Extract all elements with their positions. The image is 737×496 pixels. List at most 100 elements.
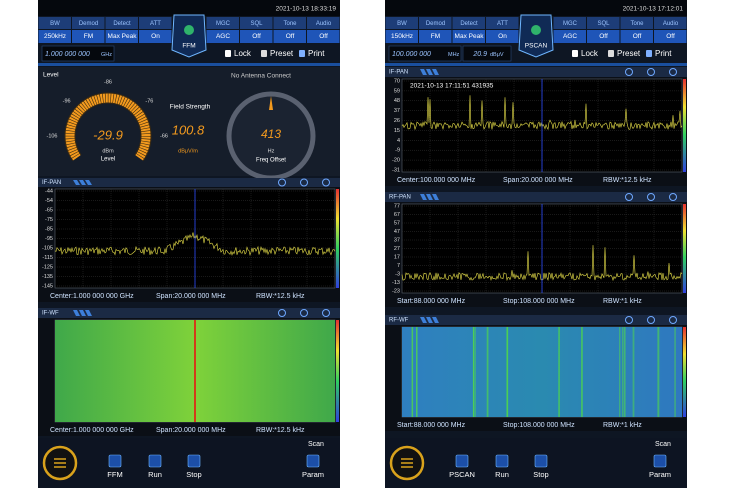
y-tick-label: -95: [45, 236, 53, 242]
gauge-tick-label: -106: [46, 133, 57, 139]
param-value-bg[interactable]: [620, 30, 654, 43]
panel-footer: [385, 295, 687, 307]
panel-icon[interactable]: [625, 193, 633, 201]
param-value-bg[interactable]: [486, 30, 519, 43]
level-value: -29.9: [93, 127, 123, 142]
waterfall-signal: [474, 327, 476, 417]
param-value-bg[interactable]: [587, 30, 620, 43]
panel-icon[interactable]: [647, 316, 655, 324]
panel-icon[interactable]: [278, 178, 286, 187]
panel-icon[interactable]: [625, 68, 633, 76]
y-tick-label: -9: [395, 148, 400, 154]
param-value: Off: [666, 33, 675, 40]
waterfall-signal: [486, 327, 489, 417]
toolbar-button: Preset: [270, 49, 294, 58]
toolbar-button: Lock: [581, 49, 599, 58]
footer-text: RBW:*1 kHz: [603, 298, 642, 305]
param-label: MGC: [563, 21, 578, 27]
bottom-button-label: PSCAN: [449, 470, 475, 479]
param-label-bg: [105, 17, 138, 29]
bottom-button-icon[interactable]: [653, 454, 667, 468]
waterfall-signal: [506, 327, 509, 417]
panel-icon[interactable]: [669, 316, 677, 324]
param-label-bg: [72, 17, 105, 29]
color-scale: [683, 327, 686, 417]
y-tick-label: -135: [42, 274, 53, 280]
y-tick-label: -75: [45, 217, 53, 223]
param-value: AGC: [216, 33, 230, 40]
panel-icon[interactable]: [669, 68, 677, 76]
bottom-button-icon[interactable]: [306, 454, 320, 468]
param-label-bg: [240, 17, 273, 29]
bottom-button-icon[interactable]: [148, 454, 162, 468]
footer-text: Span:20.000 000 MHz: [156, 293, 226, 300]
param-label-bg: [206, 17, 239, 29]
param-value-bg[interactable]: [553, 30, 587, 43]
y-tick-label: -44: [45, 188, 53, 194]
bottom-button-icon[interactable]: [108, 454, 122, 468]
panel-icon[interactable]: [647, 68, 655, 76]
panel-icon[interactable]: [300, 178, 308, 187]
param-value-bg[interactable]: [452, 30, 486, 43]
param-value-bg[interactable]: [307, 30, 340, 43]
toolbar-icon[interactable]: [608, 50, 614, 57]
mode-badge[interactable]: [171, 14, 207, 58]
panel-icon[interactable]: [647, 193, 655, 201]
bottom-button-label: Run: [495, 470, 509, 479]
footer-text: Stop:108.000 000 MHz: [503, 298, 575, 305]
toolbar-icon[interactable]: [646, 50, 652, 57]
mode-badge[interactable]: [518, 14, 554, 58]
param-value: FM: [431, 33, 440, 40]
param-label-bg: [385, 17, 418, 29]
param-value-bg[interactable]: [38, 30, 72, 43]
bottom-button-icon[interactable]: [455, 454, 469, 468]
bottom-button-icon[interactable]: [495, 454, 509, 468]
param-value-bg[interactable]: [273, 30, 307, 43]
y-tick-label: -105: [42, 245, 53, 251]
y-tick-label: 57: [394, 220, 400, 226]
param-label: ATT: [497, 21, 508, 27]
bottom-button-icon[interactable]: [187, 454, 201, 468]
offset-label: Freq Offset: [256, 158, 286, 164]
panel-title: IF-PAN: [42, 180, 61, 186]
param-value-bg[interactable]: [72, 30, 105, 43]
footer-text: Center:1.000 000 000 GHz: [50, 293, 134, 300]
panel-icon[interactable]: [625, 316, 633, 324]
panel-icon[interactable]: [669, 193, 677, 201]
param-value-bg[interactable]: [385, 30, 419, 43]
y-tick-label: 37: [394, 108, 400, 114]
gauge-tick-label: -86: [104, 79, 112, 85]
panel-title: IF-WF: [42, 311, 59, 317]
frequency-unit: GHz: [101, 52, 112, 58]
panel-header: [38, 308, 340, 318]
param-value-bg[interactable]: [139, 30, 172, 43]
panel-icon[interactable]: [322, 309, 330, 317]
panel-icon[interactable]: [278, 309, 286, 317]
toolbar-icon[interactable]: [299, 50, 305, 57]
param-value: FM: [84, 33, 93, 40]
param-label: Tone: [630, 21, 644, 27]
frequency-box[interactable]: [388, 45, 462, 62]
level-unit: dBm: [102, 148, 114, 154]
param-value-bg[interactable]: [419, 30, 452, 43]
param-value-bg[interactable]: [240, 30, 273, 43]
field-strength-unit: dBμV/m: [178, 148, 198, 154]
panel-icon[interactable]: [300, 309, 308, 317]
waterfall: [402, 327, 682, 417]
frequency-box[interactable]: [41, 45, 115, 62]
param-label: Audio: [663, 21, 679, 27]
toolbar-icon[interactable]: [261, 50, 267, 57]
param-value-bg[interactable]: [206, 30, 240, 43]
bottom-button-label: Run: [148, 470, 162, 479]
y-tick-label: 15: [394, 128, 400, 134]
header-stripes: [73, 180, 92, 185]
panel-icon[interactable]: [322, 178, 330, 187]
param-value-bg[interactable]: [654, 30, 687, 43]
toolbar-icon[interactable]: [225, 50, 231, 57]
y-tick-label: -31: [392, 167, 400, 173]
param-value-bg[interactable]: [105, 30, 139, 43]
header-stripes: [73, 310, 92, 316]
bottom-button-icon[interactable]: [534, 454, 548, 468]
toolbar-icon[interactable]: [572, 50, 578, 57]
